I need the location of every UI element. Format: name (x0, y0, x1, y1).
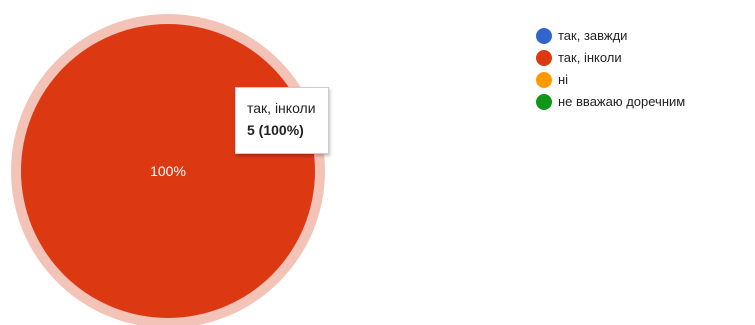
slice-percent-label: 100% (150, 163, 186, 179)
legend-swatch (536, 72, 552, 88)
legend-label: не вважаю доречним (558, 94, 686, 109)
tooltip-value: 5 (100%) (247, 122, 304, 138)
legend-swatch (536, 94, 552, 110)
legend-swatch (536, 28, 552, 44)
legend-item-tak-inkoly[interactable]: так, інколи (536, 47, 685, 69)
legend-label: так, інколи (558, 50, 622, 65)
tooltip-category: так, інколи (247, 100, 316, 116)
legend: так, завжди так, інколи ні не вважаю дор… (536, 25, 685, 113)
legend-swatch (536, 50, 552, 66)
legend-label: так, завжди (558, 28, 628, 43)
legend-label: ні (558, 72, 569, 87)
legend-item-ni[interactable]: ні (536, 69, 685, 91)
legend-item-tak-zavzhdy[interactable]: так, завжди (536, 25, 685, 47)
legend-item-ne-vvazhaiu-dorechnym[interactable]: не вважаю доречним (536, 91, 685, 113)
slice-tooltip: так, інколи 5 (100%) (235, 87, 329, 154)
